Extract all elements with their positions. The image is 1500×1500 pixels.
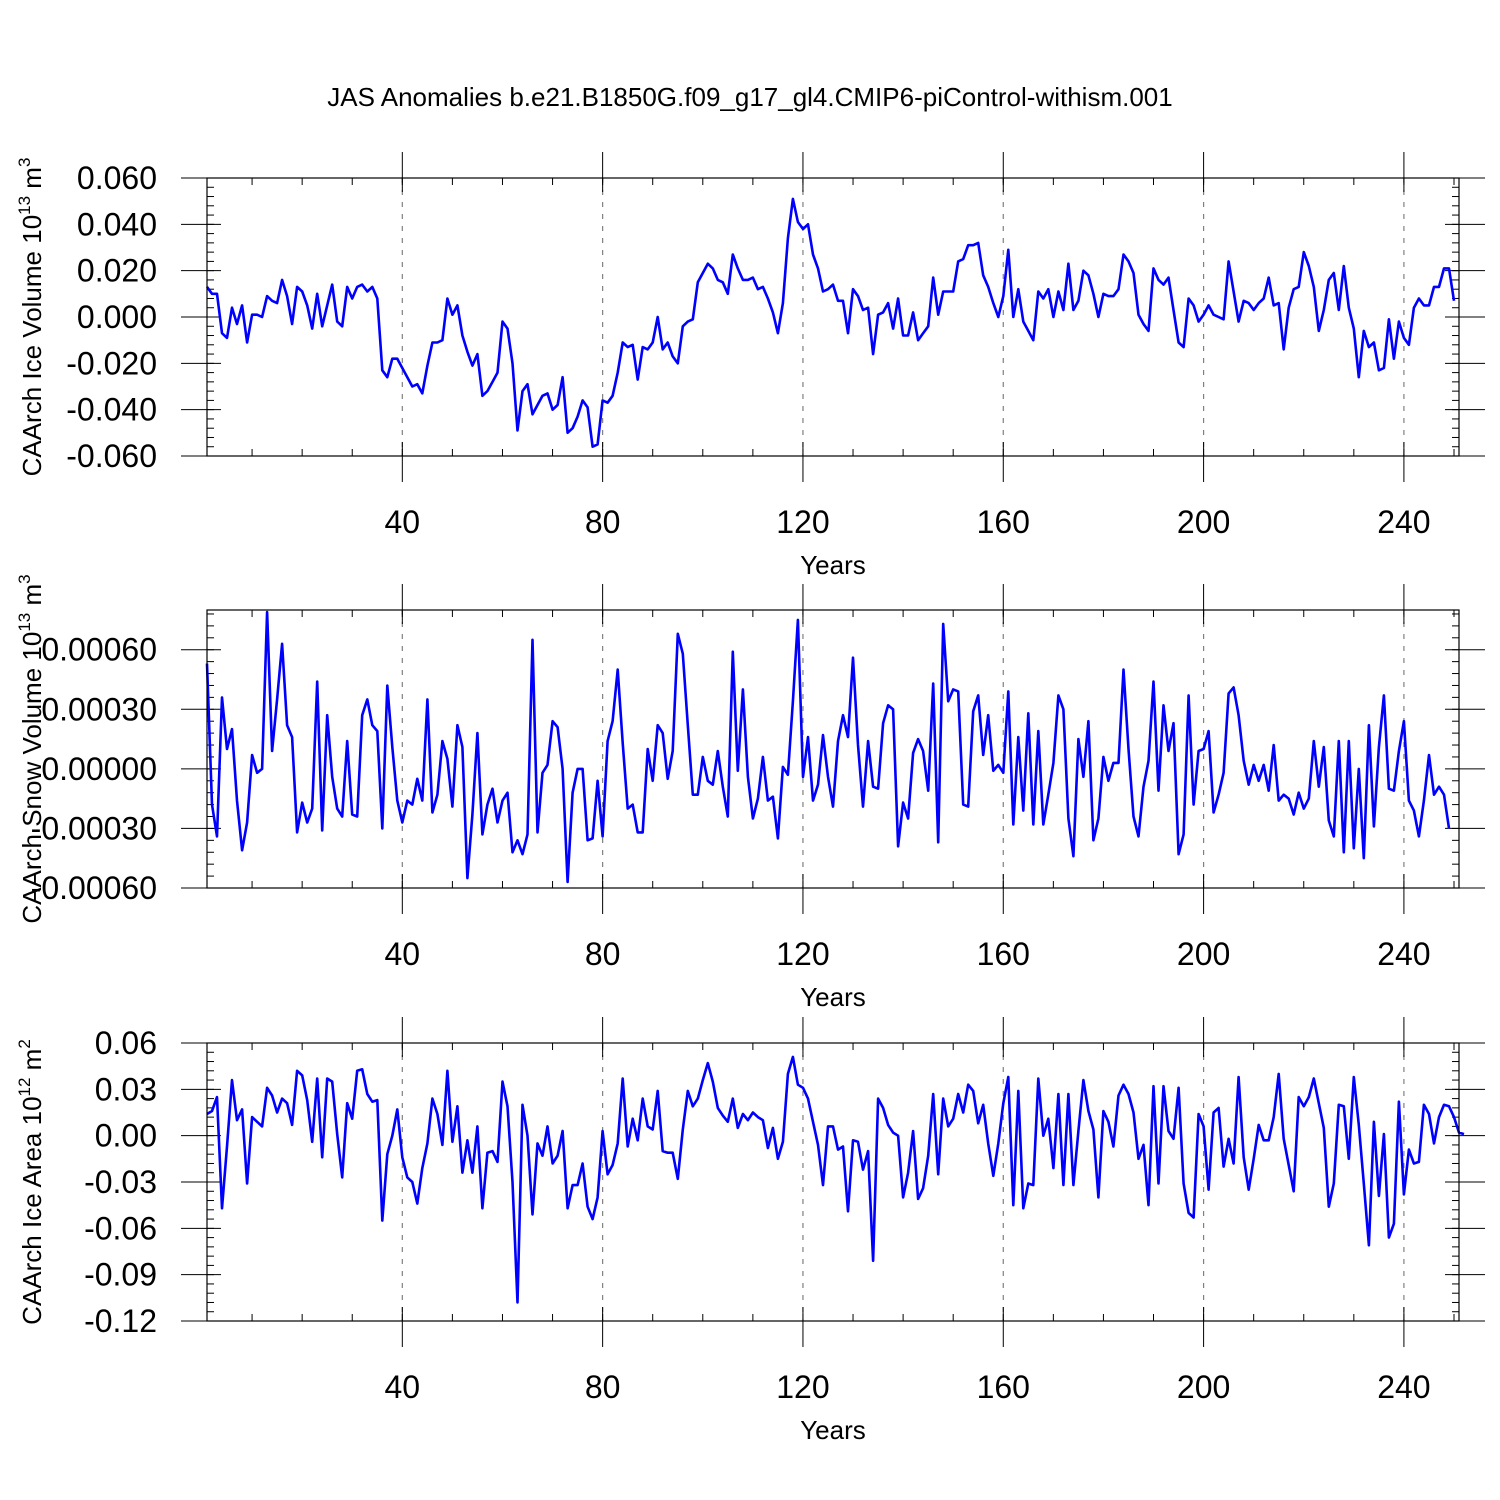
y-tick-label: 0.00000 — [41, 751, 157, 787]
y-tick-label: 0.06 — [95, 1025, 157, 1061]
x-tick-label: 40 — [385, 936, 421, 972]
y-tick-label: 0.060 — [77, 160, 157, 196]
x-axis-label: Years — [800, 982, 866, 1012]
x-axis-label: Years — [800, 550, 866, 580]
x-tick-label: 200 — [1177, 504, 1230, 540]
series-line — [206, 1055, 1465, 1304]
chart-panel: 40 80 120 160 200 240 -0.00060 -0.00030 0.00000 0… — [15, 574, 1485, 1012]
chart-panel: 40 80 120 160 200 240 -0.12 -0.09 -0.06 -0.03 0.00… — [15, 1017, 1485, 1445]
y-tick-label: -0.03 — [84, 1164, 157, 1200]
x-tick-label: 40 — [385, 1369, 421, 1405]
x-tick-label: 40 — [385, 504, 421, 540]
x-tick-label: 160 — [977, 936, 1030, 972]
x-axis-label: Years — [800, 1415, 866, 1445]
y-tick-label: -0.00030 — [31, 810, 157, 846]
y-tick-label: 0.00030 — [41, 691, 157, 727]
y-tick-label: 0.03 — [95, 1071, 157, 1107]
x-tick-label: 80 — [585, 1369, 621, 1405]
y-tick-label: 0.000 — [77, 299, 157, 335]
x-tick-label: 160 — [977, 504, 1030, 540]
x-tick-label: 200 — [1177, 1369, 1230, 1405]
y-tick-label: -0.06 — [84, 1210, 157, 1246]
x-tick-label: 240 — [1377, 936, 1430, 972]
y-tick-label: -0.00060 — [31, 870, 157, 906]
y-axis-label: CAArch Snow Volume 1013 m3 — [15, 574, 47, 923]
x-tick-label: 240 — [1377, 504, 1430, 540]
x-tick-label: 80 — [585, 936, 621, 972]
y-tick-label: 0.020 — [77, 253, 157, 289]
chart-panel: 40 80 120 160 200 240 -0.060 -0.040 -0.020 0.000 0… — [15, 152, 1485, 580]
series-line — [205, 610, 1451, 884]
plot-frame — [206, 177, 1460, 457]
x-tick-label: 120 — [776, 936, 829, 972]
y-tick-label: -0.040 — [66, 392, 157, 428]
panels: 40 80 120 160 200 240-0.060-0.040-0.0200.0000… — [15, 152, 1485, 1445]
plot-frame — [206, 1042, 1460, 1322]
series-line — [205, 197, 1456, 449]
y-tick-label: -0.060 — [66, 438, 157, 474]
y-tick-label: -0.12 — [84, 1303, 157, 1339]
x-tick-label: 120 — [776, 1369, 829, 1405]
x-tick-label: 200 — [1177, 936, 1230, 972]
x-tick-label: 120 — [776, 504, 829, 540]
x-tick-label: 160 — [977, 1369, 1030, 1405]
y-tick-label: -0.09 — [84, 1257, 157, 1293]
y-axis-label: CAArch Ice Volume 1013 m3 — [15, 158, 47, 477]
y-tick-label: 0.00 — [95, 1118, 157, 1154]
y-tick-label: 0.00060 — [41, 632, 157, 668]
plot-frame — [206, 609, 1460, 889]
x-tick-label: 80 — [585, 504, 621, 540]
y-tick-label: 0.040 — [77, 206, 157, 242]
chart-title: JAS Anomalies b.e21.B1850G.f09_g17_gl4.C… — [327, 82, 1172, 112]
x-tick-label: 240 — [1377, 1369, 1430, 1405]
y-tick-label: -0.020 — [66, 345, 157, 381]
y-axis-label: CAArch Ice Area 1012 m2 — [15, 1039, 47, 1325]
